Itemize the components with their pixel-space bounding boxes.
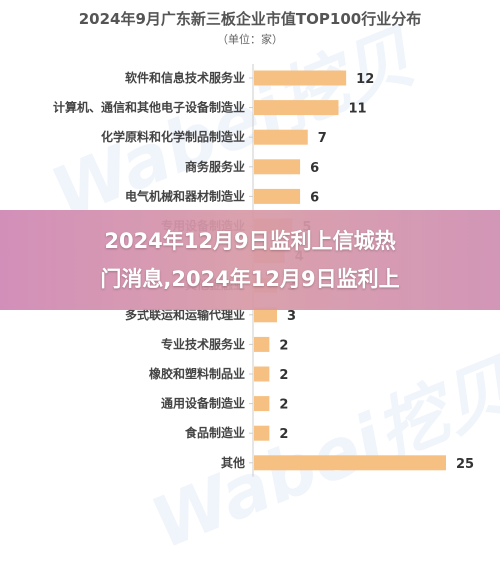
bar: [254, 159, 301, 175]
value-label: 25: [456, 457, 474, 472]
category-label: 计算机、通信和其他电子设备制造业: [53, 100, 245, 115]
bar: [254, 455, 446, 471]
category-label: 橡胶和塑料制品业: [149, 366, 245, 381]
bar: [254, 188, 301, 204]
bar: [254, 307, 278, 323]
bar: [254, 70, 347, 86]
overlay-line-2: 门消息,2024年12月9日监利上: [100, 267, 400, 291]
overlay-banner-text: 2024年12月9日监利上信城热 门消息,2024年12月9日监利上: [0, 222, 500, 298]
overlay-line-1: 2024年12月9日监利上信城热: [104, 229, 396, 253]
category-label: 化学原料和化学制品制造业: [101, 129, 245, 144]
value-label: 12: [356, 72, 374, 87]
category-label: 电气机械和器材制造业: [125, 188, 245, 203]
bar: [254, 396, 270, 412]
overlay-banner: [0, 210, 500, 310]
category-label: 专业技术服务业: [161, 336, 245, 351]
category-label: 商务服务业: [185, 159, 245, 174]
category-label: 其他: [221, 455, 245, 470]
bar: [254, 366, 270, 382]
chart-title: 2024年9月广东新三板企业市值TOP100行业分布: [78, 10, 422, 28]
value-label: 2: [279, 427, 288, 442]
category-label: 多式联运和运输代理业: [125, 307, 245, 322]
value-label: 6: [310, 190, 319, 205]
bar: [254, 129, 308, 145]
value-label: 7: [318, 131, 327, 146]
value-label: 2: [279, 398, 288, 413]
value-label: 3: [287, 309, 296, 324]
chart-subtitle: （单位：家）: [217, 33, 283, 46]
category-label: 软件和信息技术服务业: [125, 70, 245, 85]
value-label: 6: [310, 161, 319, 176]
value-label: 2: [279, 338, 288, 353]
bar: [254, 425, 270, 441]
bar: [254, 100, 339, 116]
category-label: 通用设备制造业: [161, 396, 245, 411]
value-label: 2: [279, 368, 288, 383]
value-label: 11: [348, 102, 366, 117]
bar: [254, 336, 270, 352]
category-label: 食品制造业: [184, 425, 245, 440]
